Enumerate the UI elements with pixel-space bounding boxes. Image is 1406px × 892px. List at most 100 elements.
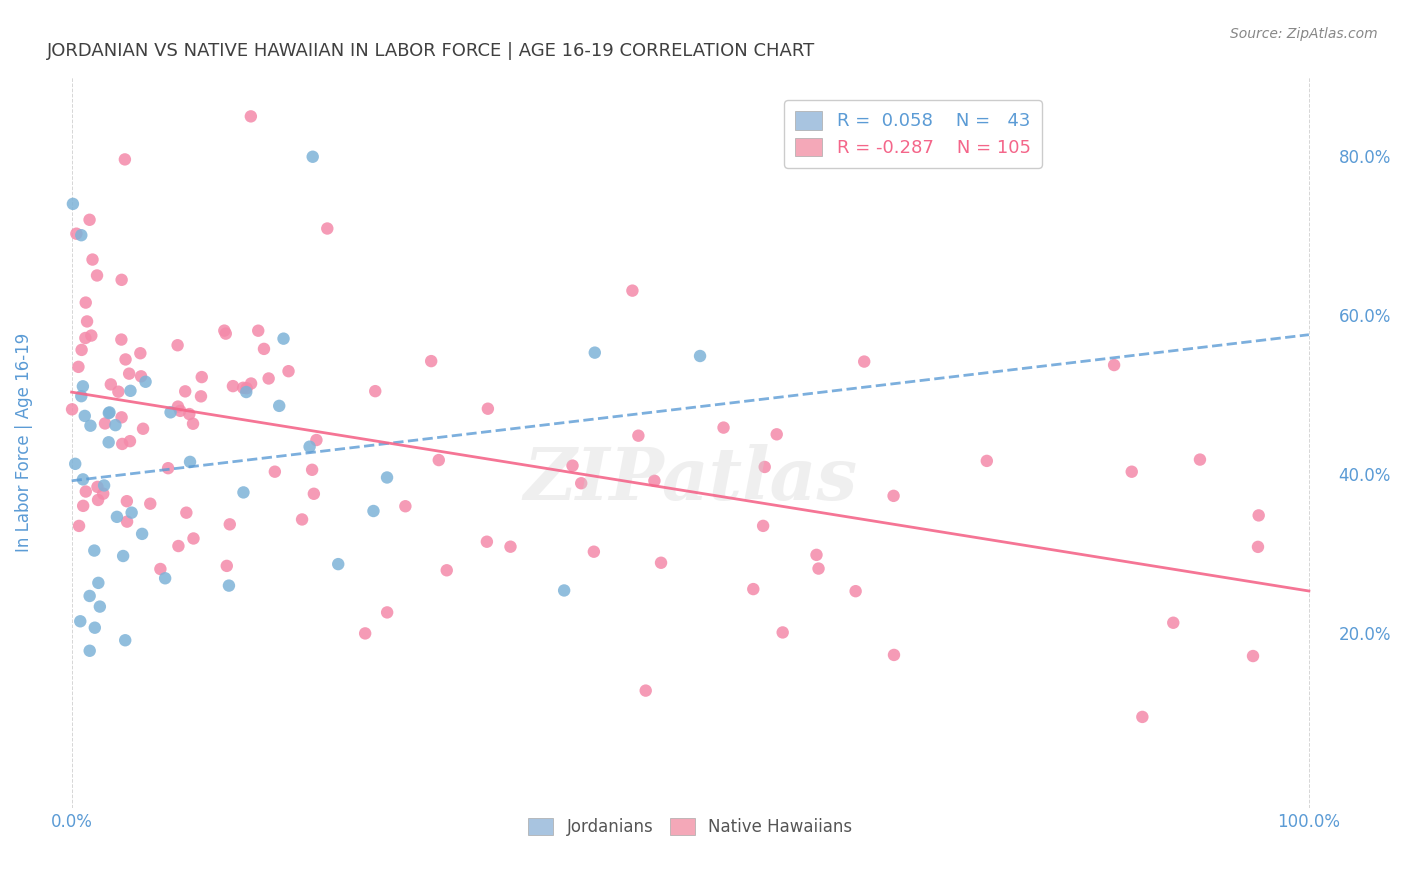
Point — [93, 478, 115, 492]
Point — [110, 410, 132, 425]
Point — [70, 228, 93, 243]
Point — [169, 404, 191, 418]
Point — [104, 418, 127, 433]
Point — [742, 582, 765, 596]
Point — [76, 314, 98, 328]
Point — [752, 519, 775, 533]
Point — [215, 558, 238, 573]
Point — [118, 367, 141, 381]
Point — [129, 369, 152, 384]
Point — [1121, 465, 1143, 479]
Point — [269, 399, 291, 413]
Point — [806, 548, 828, 562]
Point — [475, 534, 498, 549]
Point — [157, 461, 180, 475]
Point — [72, 379, 94, 393]
Point — [132, 422, 155, 436]
Point — [105, 509, 128, 524]
Point — [179, 407, 201, 421]
Point — [86, 268, 108, 283]
Y-axis label: In Labor Force | Age 16-19: In Labor Force | Age 16-19 — [15, 333, 32, 552]
Point — [65, 227, 87, 241]
Point — [1102, 358, 1125, 372]
Point — [115, 515, 138, 529]
Point — [222, 379, 245, 393]
Point — [131, 527, 153, 541]
Point — [354, 626, 377, 640]
Point — [100, 377, 122, 392]
Point — [91, 486, 114, 500]
Point — [111, 273, 134, 287]
Point — [89, 599, 111, 614]
Point — [883, 648, 905, 662]
Point — [257, 371, 280, 385]
Point — [65, 457, 87, 471]
Point — [621, 284, 644, 298]
Point — [1247, 508, 1270, 523]
Point — [190, 370, 212, 384]
Point — [110, 333, 132, 347]
Point — [561, 458, 583, 473]
Point — [754, 459, 776, 474]
Point — [83, 621, 105, 635]
Point — [181, 417, 204, 431]
Point — [1130, 710, 1153, 724]
Point — [627, 428, 650, 442]
Point — [427, 453, 450, 467]
Legend: Jordanians, Native Hawaiians: Jordanians, Native Hawaiians — [520, 809, 860, 844]
Point — [114, 633, 136, 648]
Point — [328, 557, 350, 571]
Point — [115, 494, 138, 508]
Point — [364, 384, 387, 399]
Point — [179, 455, 201, 469]
Point — [436, 563, 458, 577]
Point — [277, 364, 299, 378]
Point — [582, 544, 605, 558]
Point — [235, 381, 257, 395]
Point — [232, 381, 254, 395]
Point — [215, 326, 238, 341]
Point — [72, 472, 94, 486]
Point — [67, 359, 90, 374]
Point — [807, 561, 830, 575]
Point — [363, 504, 385, 518]
Point — [75, 295, 97, 310]
Point — [1161, 615, 1184, 630]
Point — [114, 352, 136, 367]
Point — [79, 644, 101, 658]
Point — [87, 575, 110, 590]
Point — [166, 338, 188, 352]
Point — [883, 489, 905, 503]
Point — [80, 328, 103, 343]
Point — [159, 405, 181, 419]
Point — [118, 434, 141, 449]
Point — [79, 212, 101, 227]
Point — [765, 427, 787, 442]
Point — [1247, 540, 1270, 554]
Point — [477, 401, 499, 416]
Point — [1188, 452, 1211, 467]
Point — [62, 197, 84, 211]
Point — [183, 532, 205, 546]
Point — [976, 454, 998, 468]
Point — [72, 499, 94, 513]
Point — [772, 625, 794, 640]
Point — [218, 579, 240, 593]
Point — [94, 417, 117, 431]
Point — [375, 470, 398, 484]
Point — [82, 252, 104, 267]
Point — [1241, 648, 1264, 663]
Point — [114, 153, 136, 167]
Point — [120, 384, 142, 398]
Point — [67, 519, 90, 533]
Point — [232, 485, 254, 500]
Point — [69, 615, 91, 629]
Point — [112, 549, 135, 563]
Point — [302, 487, 325, 501]
Text: ZIPatlas: ZIPatlas — [523, 443, 858, 515]
Point — [79, 418, 101, 433]
Point — [634, 683, 657, 698]
Point — [713, 420, 735, 434]
Point — [167, 539, 190, 553]
Point — [75, 484, 97, 499]
